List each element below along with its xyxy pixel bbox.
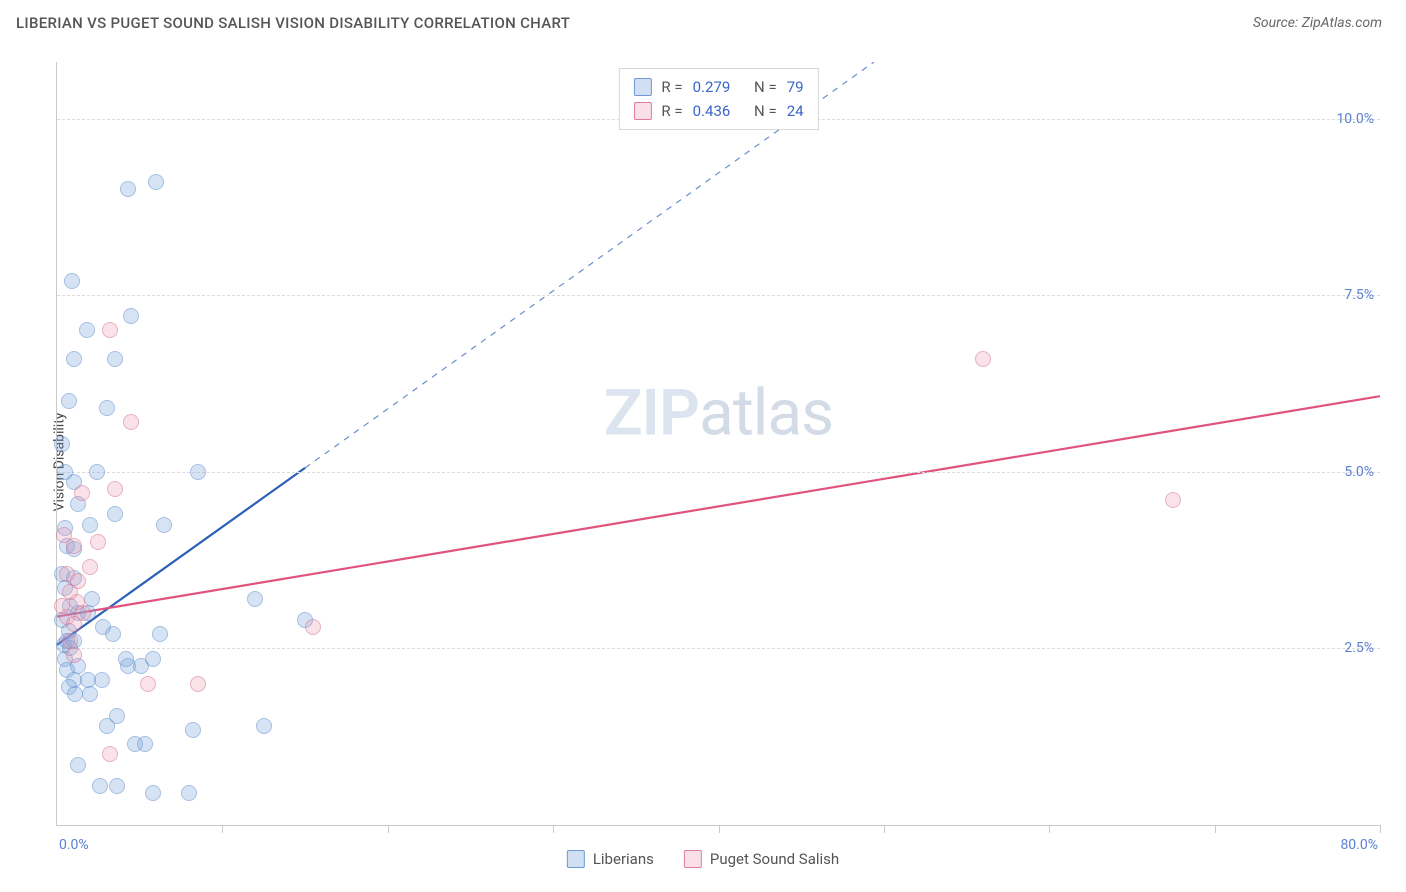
data-point xyxy=(70,573,86,589)
chart-source: Source: ZipAtlas.com xyxy=(1253,15,1382,31)
watermark-bold: ZIP xyxy=(604,375,699,450)
data-point xyxy=(79,322,95,338)
correlation-legend: R = 0.279 N = 79 R = 0.436 N = 24 xyxy=(618,68,818,130)
data-point xyxy=(66,351,82,367)
data-point xyxy=(82,517,98,533)
data-point xyxy=(102,322,118,338)
x-min-label: 0.0% xyxy=(59,837,89,853)
series-legend: Liberians Puget Sound Salish xyxy=(567,850,839,868)
legend-label-salish: Puget Sound Salish xyxy=(710,850,839,868)
n-value-salish: 24 xyxy=(787,99,804,123)
watermark-thin: atlas xyxy=(699,375,833,450)
swatch-blue-icon xyxy=(633,78,651,96)
data-point xyxy=(109,778,125,794)
data-point xyxy=(256,718,272,734)
y-tick-label: 5.0% xyxy=(1344,464,1374,480)
data-point xyxy=(120,181,136,197)
data-point xyxy=(1165,492,1181,508)
gridline xyxy=(57,472,1380,473)
data-point xyxy=(107,351,123,367)
x-tick xyxy=(884,825,885,833)
n-label: N = xyxy=(754,99,777,123)
data-point xyxy=(123,308,139,324)
data-point xyxy=(92,778,108,794)
legend-label-liberians: Liberians xyxy=(593,850,654,868)
data-point xyxy=(305,619,321,635)
x-tick xyxy=(553,825,554,833)
x-tick xyxy=(1049,825,1050,833)
data-point xyxy=(148,174,164,190)
data-point xyxy=(57,464,73,480)
data-point xyxy=(64,273,80,289)
legend-row-liberians: R = 0.279 N = 79 xyxy=(633,75,803,99)
n-value-liberians: 79 xyxy=(787,75,804,99)
data-point xyxy=(82,686,98,702)
data-point xyxy=(107,481,123,497)
data-point xyxy=(190,676,206,692)
chart-container: Vision Disability ZIPatlas R = 0.279 N =… xyxy=(16,48,1390,876)
data-point xyxy=(70,757,86,773)
data-point xyxy=(82,559,98,575)
chart-header: LIBERIAN VS PUGET SOUND SALISH VISION DI… xyxy=(0,0,1406,42)
data-point xyxy=(89,464,105,480)
data-point xyxy=(137,736,153,752)
watermark: ZIPatlas xyxy=(604,375,833,450)
data-point xyxy=(102,746,118,762)
data-point xyxy=(156,517,172,533)
data-point xyxy=(61,393,77,409)
data-point xyxy=(67,686,83,702)
n-label: N = xyxy=(754,75,777,99)
data-point xyxy=(56,527,72,543)
data-point xyxy=(185,722,201,738)
data-point xyxy=(190,464,206,480)
swatch-blue-icon xyxy=(567,850,585,868)
trend-lines xyxy=(57,62,1380,825)
chart-title: LIBERIAN VS PUGET SOUND SALISH VISION DI… xyxy=(16,14,570,32)
x-tick xyxy=(719,825,720,833)
data-point xyxy=(99,400,115,416)
swatch-pink-icon xyxy=(633,102,651,120)
data-point xyxy=(975,351,991,367)
x-tick xyxy=(388,825,389,833)
data-point xyxy=(66,647,82,663)
legend-item-salish: Puget Sound Salish xyxy=(684,850,839,868)
data-point xyxy=(74,485,90,501)
swatch-pink-icon xyxy=(684,850,702,868)
y-tick-label: 10.0% xyxy=(1336,111,1374,127)
y-tick-label: 2.5% xyxy=(1344,640,1374,656)
x-tick xyxy=(222,825,223,833)
data-point xyxy=(247,591,263,607)
data-point xyxy=(152,626,168,642)
r-label: R = xyxy=(661,99,682,123)
x-tick xyxy=(1380,825,1381,833)
x-tick xyxy=(1215,825,1216,833)
data-point xyxy=(90,534,106,550)
data-point xyxy=(94,672,110,688)
x-max-label: 80.0% xyxy=(1340,837,1378,853)
data-point xyxy=(118,651,134,667)
gridline xyxy=(57,295,1380,296)
data-point xyxy=(181,785,197,801)
data-point xyxy=(107,506,123,522)
data-point xyxy=(109,708,125,724)
gridline xyxy=(57,648,1380,649)
plot-area: ZIPatlas R = 0.279 N = 79 R = 0.436 N = … xyxy=(56,62,1380,826)
y-tick-label: 7.5% xyxy=(1344,287,1374,303)
data-point xyxy=(123,414,139,430)
r-value-liberians: 0.279 xyxy=(693,75,731,99)
legend-row-salish: R = 0.436 N = 24 xyxy=(633,99,803,123)
data-point xyxy=(105,626,121,642)
data-point xyxy=(145,651,161,667)
data-point xyxy=(145,785,161,801)
data-point xyxy=(140,676,156,692)
r-value-salish: 0.436 xyxy=(693,99,731,123)
data-point xyxy=(54,598,70,614)
legend-item-liberians: Liberians xyxy=(567,850,654,868)
data-point xyxy=(54,436,70,452)
r-label: R = xyxy=(661,75,682,99)
